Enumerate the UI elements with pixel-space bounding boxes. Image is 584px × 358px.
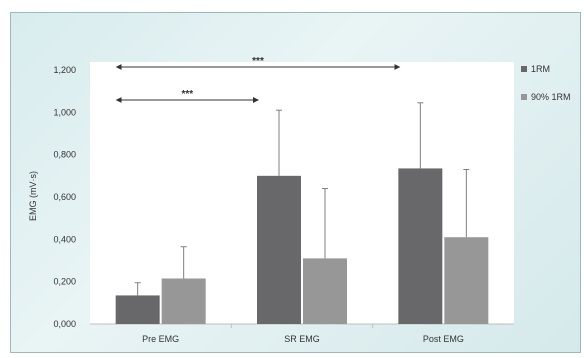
x-tick-label: Post EMG bbox=[423, 334, 464, 344]
bar bbox=[115, 295, 160, 324]
y-tick-label: 0,400 bbox=[53, 234, 76, 244]
plot-area bbox=[90, 62, 514, 324]
bar bbox=[257, 175, 301, 324]
y-tick-label: 0,800 bbox=[53, 150, 76, 160]
significance-label: *** bbox=[252, 56, 264, 67]
significance-label: *** bbox=[181, 89, 193, 100]
bar bbox=[161, 278, 206, 324]
y-tick-label: 1,000 bbox=[53, 107, 76, 117]
y-tick-label: 0,200 bbox=[53, 277, 76, 287]
legend-swatch bbox=[521, 94, 527, 100]
bar bbox=[303, 258, 347, 324]
legend-label: 1RM bbox=[531, 64, 550, 74]
y-tick-label: 0,000 bbox=[53, 319, 76, 329]
legend-label: 90% 1RM bbox=[531, 92, 571, 102]
y-tick-label: 1,200 bbox=[53, 65, 76, 75]
bar bbox=[398, 168, 443, 324]
y-axis-label: EMG (mV·s) bbox=[28, 171, 38, 221]
y-tick-label: 0,600 bbox=[53, 192, 76, 202]
bar bbox=[444, 237, 489, 324]
legend-swatch bbox=[521, 66, 527, 72]
x-tick-label: SR EMG bbox=[284, 334, 320, 344]
x-tick-label: Pre EMG bbox=[142, 334, 179, 344]
